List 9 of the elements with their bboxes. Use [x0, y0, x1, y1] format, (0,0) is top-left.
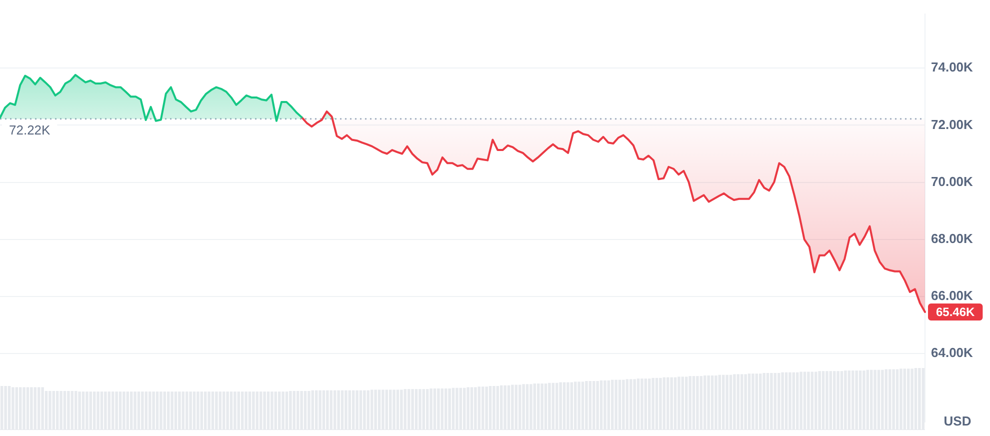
y-tick-label: 72.00K: [931, 116, 974, 132]
y-tick-label: 74.00K: [931, 60, 974, 75]
data-label: 65.46K: [936, 304, 976, 319]
y-tick-label: 68.00K: [931, 231, 974, 246]
y-tick-label: 66.00K: [931, 288, 974, 304]
y-axis-title: USD: [944, 414, 972, 429]
y-tick-label: 70.00K: [931, 174, 974, 189]
ref-line-label: 72.22K: [9, 122, 51, 138]
y-tick-label: 64.00K: [931, 345, 974, 360]
